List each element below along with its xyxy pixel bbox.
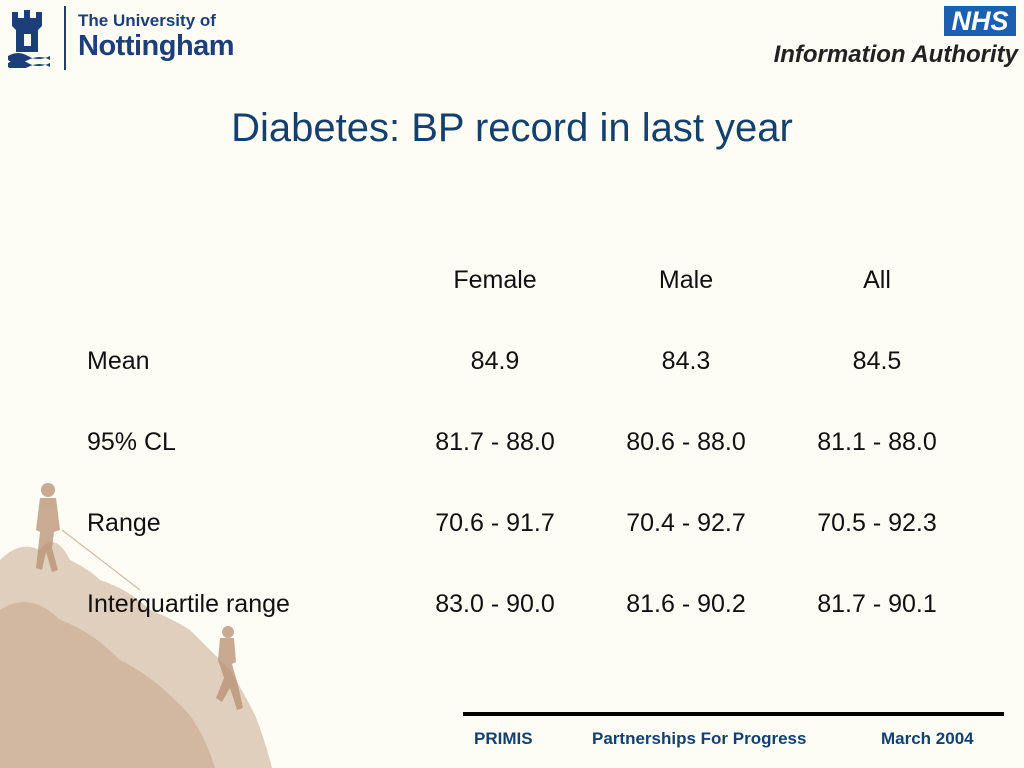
column-header-male: Male (658, 266, 714, 294)
table-cell: 84.9 (470, 347, 520, 375)
footer-date: March 2004 (881, 729, 974, 748)
castle-crest-icon (8, 10, 50, 68)
table-cell: 81.6 - 90.2 (626, 590, 746, 618)
table-cell: 80.6 - 88.0 (626, 428, 746, 456)
table-cell: 84.5 (852, 347, 902, 375)
table-cell: 81.7 - 90.1 (817, 590, 937, 618)
table-cell: 83.0 - 90.0 (435, 590, 555, 618)
row-label-mean: Mean (87, 347, 150, 375)
table-cell: 81.7 - 88.0 (435, 428, 555, 456)
university-name-line1: The University of (78, 11, 216, 30)
table-cell: 70.5 - 92.3 (817, 509, 937, 537)
footer-primis: PRIMIS (474, 729, 533, 748)
table-cell: 84.3 (661, 347, 711, 375)
table-cell: 81.1 - 88.0 (817, 428, 937, 456)
footer-divider (463, 712, 1004, 716)
slide-title: Diabetes: BP record in last year (231, 106, 793, 150)
table-cell: 70.4 - 92.7 (626, 509, 746, 537)
table-cell: 70.6 - 91.7 (435, 509, 555, 537)
column-header-all: All (863, 266, 891, 294)
footer-partnerships: Partnerships For Progress (592, 729, 807, 748)
university-logo: The University of Nottingham (2, 2, 242, 72)
nhs-information-authority: Information Authority (773, 41, 1018, 68)
logo-divider (64, 6, 66, 70)
row-label-interquartile-range: Interquartile range (87, 590, 290, 618)
nhs-logo-badge: NHS (944, 6, 1016, 36)
climbers-decoration-icon (0, 483, 272, 768)
row-label-95-cl: 95% CL (87, 428, 176, 456)
column-header-female: Female (453, 266, 537, 294)
row-label-range: Range (87, 509, 161, 537)
university-name-line2: Nottingham (78, 30, 235, 62)
